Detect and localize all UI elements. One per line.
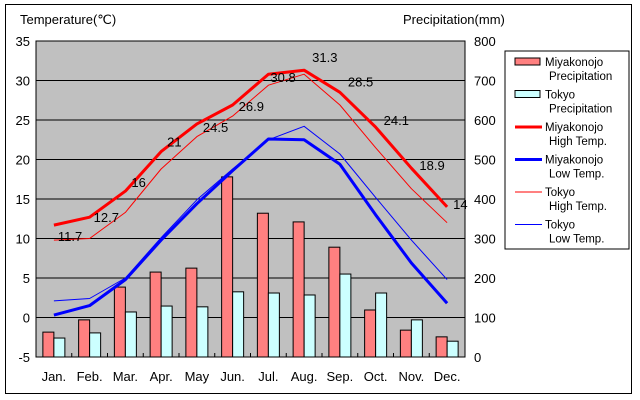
line-miyakonojo-high-temp [53, 68, 449, 227]
data-label: 26.9 [239, 99, 264, 114]
legend-label: Tokyo [545, 187, 575, 199]
legend-label: Miyakonojo [545, 155, 603, 167]
y-left-tick-label: 10 [16, 232, 30, 247]
y-right-tick-label: 600 [474, 113, 496, 128]
y-right-tick-label: 0 [474, 350, 481, 365]
data-label: 30.8 [270, 70, 295, 85]
bar-tokyo-precip [124, 311, 137, 358]
y-left-tick-label: 30 [16, 74, 30, 89]
bar-tokyo-precip [446, 340, 459, 358]
legend-box [504, 50, 630, 250]
x-tick-label: Nov. [398, 369, 424, 384]
line-tokyo-high-temp [53, 73, 448, 241]
y-left-tick-label: 5 [23, 271, 30, 286]
x-tick-label: May [185, 369, 210, 384]
y-left-tick-label: 0 [23, 311, 30, 326]
bar-miyakonojo-precip [435, 336, 448, 358]
bar-tokyo-precip [375, 292, 388, 358]
y-left-tick-label: 15 [16, 192, 30, 207]
x-tick-label: Sep. [327, 369, 354, 384]
y-left-tick-label: 35 [16, 34, 30, 49]
bar-tokyo-precip [303, 294, 316, 358]
legend-label: Low Temp. [549, 169, 604, 181]
data-label: 31.3 [312, 50, 337, 65]
data-label: 18.9 [419, 158, 444, 173]
bar-miyakonojo-precip [42, 331, 55, 358]
x-tick-label: Mar. [113, 369, 138, 384]
bar-tokyo-precip [89, 332, 102, 358]
y-right-tick-label: 800 [474, 34, 496, 49]
legend-label: Precipitation [549, 104, 612, 116]
y-right-tick-label: 100 [474, 311, 496, 326]
bar-miyakonojo-precip [292, 221, 305, 358]
data-label: 24.1 [384, 113, 409, 128]
left-axis-title: Temperature(℃) [20, 12, 116, 27]
legend-label: Tokyo [545, 220, 575, 232]
legend: Miyakonojo Precipitation Tokyo Precipitatio… [504, 50, 630, 250]
data-label: 14 [453, 197, 467, 212]
bar-tokyo-precip [232, 291, 245, 358]
bar-miyakonojo-precip [78, 319, 91, 358]
bar-miyakonojo-precip [328, 246, 341, 358]
legend-swatch [514, 90, 541, 98]
bar-miyakonojo-precip [113, 286, 126, 358]
y-left-tick-label: 25 [16, 113, 30, 128]
bar-miyakonojo-precip [256, 212, 269, 358]
legend-swatch [514, 57, 541, 66]
data-label: 16 [131, 175, 145, 190]
bar-miyakonojo-precip [364, 309, 377, 358]
x-tick-label: Oct. [364, 369, 388, 384]
y-right-tick-label: 300 [474, 232, 496, 247]
legend-label: High Temp. [549, 136, 607, 148]
legend-label: Low Temp. [549, 234, 604, 246]
data-label: 21 [167, 135, 181, 150]
bar-miyakonojo-precip [149, 271, 162, 358]
x-tick-label: Feb. [77, 369, 103, 384]
bar-miyakonojo-precip [185, 267, 198, 358]
legend-label: Precipitation [549, 71, 612, 83]
x-tick-label: Jan. [42, 369, 67, 384]
y-left-tick-label: 20 [16, 153, 30, 168]
legend-label: Miyakonojo [545, 57, 603, 69]
line-miyakonojo-low-temp [53, 137, 449, 317]
bar-miyakonojo-precip [399, 329, 412, 358]
y-right-tick-label: 700 [474, 74, 496, 89]
bar-tokyo-precip [196, 306, 209, 358]
y-right-tick-label: 400 [474, 192, 496, 207]
data-label: 28.5 [348, 74, 373, 89]
bar-tokyo-precip [53, 337, 66, 358]
data-label: 24.5 [203, 120, 228, 135]
bar-tokyo-precip [339, 273, 352, 358]
x-tick-label: Jul. [258, 369, 278, 384]
bar-tokyo-precip [410, 319, 423, 358]
bar-tokyo-precip [160, 305, 173, 358]
x-tick-label: Apr. [150, 369, 173, 384]
legend-label: High Temp. [549, 201, 607, 213]
legend-label: Tokyo [545, 90, 575, 102]
y-right-tick-label: 500 [474, 153, 496, 168]
y-right-tick-label: 200 [474, 271, 496, 286]
x-tick-label: Jun. [220, 369, 245, 384]
x-tick-label: Dec. [434, 369, 461, 384]
bar-tokyo-precip [267, 292, 280, 358]
y-left-tick-label: -5 [18, 350, 30, 365]
right-axis-title: Precipitation(mm) [403, 12, 505, 27]
legend-label: Miyakonojo [545, 122, 603, 134]
x-tick-label: Aug. [291, 369, 318, 384]
data-label: 11.7 [58, 229, 82, 244]
bar-miyakonojo-precip [221, 176, 234, 358]
data-label: 12.7 [94, 210, 119, 225]
